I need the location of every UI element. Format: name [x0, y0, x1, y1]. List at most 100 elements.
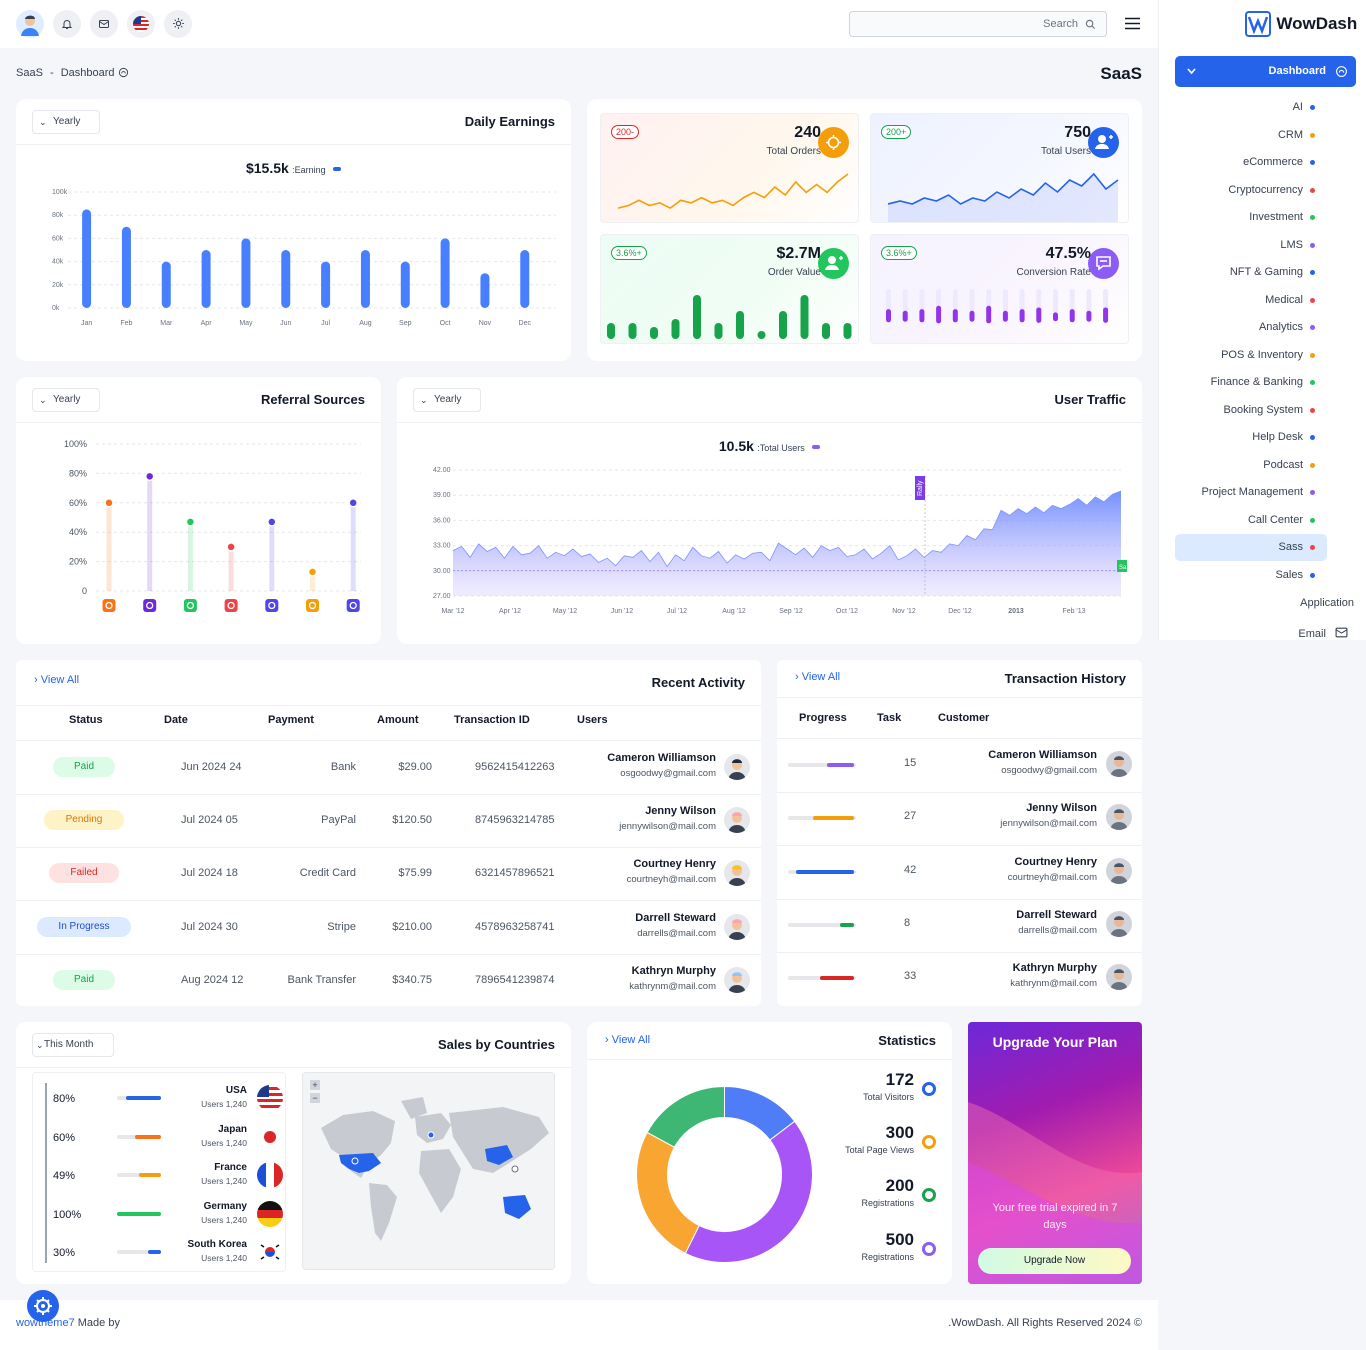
- search-box[interactable]: Search: [849, 11, 1107, 37]
- kpi-sparkline: [617, 173, 849, 210]
- customer-email: darrells@mail.com: [1018, 924, 1097, 936]
- country-row[interactable]: 30% South Korea Users 1,240: [53, 1239, 283, 1273]
- country-row[interactable]: 100% Germany Users 1,240: [53, 1200, 283, 1235]
- map-north-america: [321, 1111, 395, 1178]
- spark-bar: [1053, 312, 1058, 322]
- sidebar-item-ecommerce[interactable]: eCommerce: [1175, 151, 1355, 173]
- legend-ring: [922, 1188, 936, 1203]
- search-input[interactable]: Search: [1043, 18, 1078, 30]
- table-row[interactable]: 15 Cameron Williamson osgoodwy@gmail.com: [777, 739, 1142, 792]
- x-tick-label: Jan: [81, 320, 92, 327]
- user-name: Jenny Wilson: [645, 805, 716, 818]
- avatar-graphic: [1110, 756, 1128, 777]
- bell-icon[interactable]: [53, 10, 81, 38]
- view-all-link[interactable]: › View All: [795, 671, 841, 683]
- country-row[interactable]: 60% Japan Users 1,240: [53, 1123, 283, 1158]
- spark-track: [886, 289, 891, 313]
- table-row[interactable]: 42 Courtney Henry courtneyh@mail.com: [777, 846, 1142, 899]
- period-dropdown[interactable]: ⌄ Yearly: [32, 110, 100, 134]
- breadcrumb-root[interactable]: SaaS: [16, 67, 43, 79]
- period-dropdown[interactable]: ⌄ Yearly: [413, 388, 481, 412]
- sidebar-item-sass[interactable]: Sass: [1175, 536, 1355, 558]
- sidebar-item-help-desk[interactable]: Help Desk: [1175, 426, 1355, 448]
- sidebar-item-dashboard[interactable]: Dashboard: [1175, 56, 1356, 87]
- country-row[interactable]: 80% USA Users 1,240: [53, 1085, 283, 1119]
- divider: [16, 900, 761, 902]
- progress-track: [788, 922, 856, 927]
- table-row[interactable]: In Progress Jul 2024 30 Stripe $210.00 45789…: [16, 901, 761, 954]
- us-flag-icon[interactable]: [127, 10, 155, 38]
- map-south-america: [369, 1183, 397, 1241]
- settings-fab[interactable]: [27, 1290, 59, 1322]
- status-dot: [1310, 545, 1315, 550]
- japan-flag-icon: [257, 1123, 283, 1150]
- sidebar-item-crm[interactable]: CRM: [1175, 124, 1355, 146]
- sidebar-item-ai[interactable]: AI: [1175, 96, 1355, 118]
- menu-icon[interactable]: [1125, 17, 1140, 30]
- amount-cell: $210.00: [392, 920, 432, 933]
- country-users: Users 1,240: [201, 1099, 247, 1109]
- avatar: [724, 807, 750, 834]
- avatar-graphic: [1110, 969, 1128, 991]
- sun-icon[interactable]: [164, 10, 192, 38]
- statistic-item: 200 Registrations: [812, 1176, 952, 1216]
- user-avatar[interactable]: [16, 10, 44, 38]
- sidebar-item-medical[interactable]: Medical: [1175, 289, 1355, 311]
- sidebar-item-finance-banking[interactable]: Finance & Banking: [1175, 371, 1355, 393]
- donut-slice: [684, 1120, 813, 1263]
- user-name: Courtney Henry: [633, 858, 716, 871]
- upgrade-now-button[interactable]: Upgrade Now: [978, 1248, 1131, 1274]
- mail-icon[interactable]: [90, 10, 118, 38]
- sidebar-item-email[interactable]: Email: [1298, 627, 1348, 640]
- zoom-out-button[interactable]: −: [310, 1093, 320, 1103]
- chevron-down-icon: ⌄: [39, 117, 47, 127]
- table-row[interactable]: Failed Jul 2024 18 Credit Card $75.99 632145…: [16, 847, 761, 900]
- table-row[interactable]: 33 Kathryn Murphy kathrynm@mail.com: [777, 952, 1142, 1005]
- zoom-in-button[interactable]: +: [310, 1080, 320, 1090]
- country-row[interactable]: 49% France Users 1,240: [53, 1162, 283, 1196]
- spark-track: [969, 289, 975, 313]
- view-all-label: View All: [40, 674, 80, 686]
- spark-bar: [650, 327, 658, 339]
- sidebar-item-podcast[interactable]: Podcast: [1175, 454, 1355, 476]
- footer-link[interactable]: wowtheme7: [16, 1317, 75, 1329]
- dropdown-value: This Month: [44, 1039, 94, 1050]
- sidebar-item-nft-gaming[interactable]: NFT & Gaming: [1175, 261, 1355, 283]
- table-row[interactable]: Paid Jun 2024 24 Bank $29.00 9562415412263 Ca…: [16, 741, 761, 794]
- status-dot: [1310, 435, 1315, 440]
- spark-bar: [1086, 310, 1092, 322]
- lollipop-point: [267, 517, 277, 527]
- usa-flag-icon: [257, 1085, 283, 1111]
- user-email: darrells@mail.com: [637, 927, 716, 939]
- add-user-icon: [1088, 127, 1119, 158]
- sidebar-item-sales[interactable]: Sales: [1175, 564, 1355, 586]
- sidebar-item-analytics[interactable]: Analytics: [1175, 316, 1355, 338]
- x-tick-label: Nov '12: [892, 608, 916, 615]
- sidebar-item-booking-system[interactable]: Booking System: [1175, 399, 1355, 421]
- search-icon[interactable]: [1085, 19, 1096, 30]
- period-dropdown[interactable]: ⌄ This Month: [32, 1033, 114, 1057]
- sidebar-item-pos-inventory[interactable]: POS & Inventory: [1175, 344, 1355, 366]
- x-tick-label: Sep: [399, 320, 412, 327]
- table-row[interactable]: Pending Jul 2024 05 PayPal $120.50 874596321…: [16, 794, 761, 847]
- table-row[interactable]: Paid Aug 2024 12 Bank Transfer $340.75 78965…: [16, 954, 761, 1007]
- brand[interactable]: WowDash: [1245, 11, 1357, 37]
- table-row[interactable]: 8 Darrell Steward darrells@mail.com: [777, 899, 1142, 952]
- sidebar-item-call-center[interactable]: Call Center: [1175, 509, 1355, 531]
- period-dropdown[interactable]: ⌄ Yearly: [32, 388, 100, 412]
- sidebar-item-investment[interactable]: Investment: [1175, 206, 1355, 228]
- progress-fill: [826, 763, 854, 767]
- bar-apr: [201, 250, 211, 308]
- legend-ring: [922, 1082, 936, 1096]
- sidebar-item-cryptocurrency[interactable]: Cryptocurrency: [1175, 179, 1355, 201]
- spark-bar: [936, 305, 942, 324]
- table-row[interactable]: 27 Jenny Wilson jennywilson@mail.com: [777, 792, 1142, 845]
- progress-fill: [796, 869, 854, 874]
- sidebar-item-label: Sales: [1275, 568, 1303, 581]
- sidebar-item-lms[interactable]: LMS: [1175, 234, 1355, 256]
- view-all-link[interactable]: › View All: [34, 674, 80, 686]
- sidebar-item-project-management[interactable]: Project Management: [1175, 481, 1355, 503]
- south-korea-flag-icon: [257, 1239, 283, 1266]
- view-all-link[interactable]: › View All: [605, 1034, 651, 1046]
- x-tick-label: Jul: [321, 320, 330, 327]
